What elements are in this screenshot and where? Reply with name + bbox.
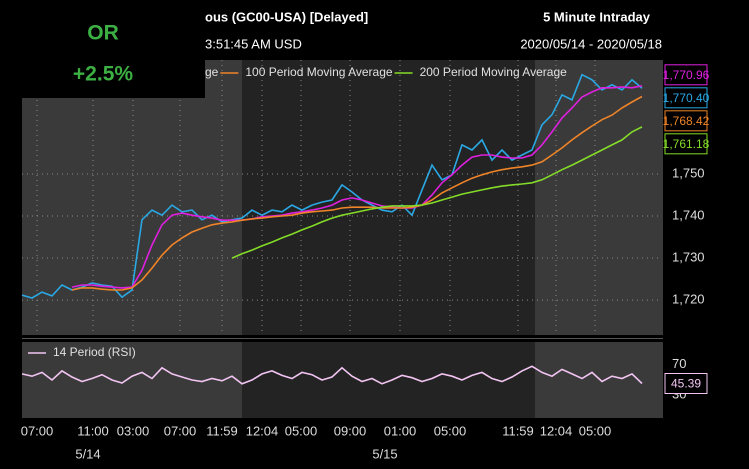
x-tick-label: 09:00 (334, 423, 367, 438)
date-label: 5/14 (75, 446, 100, 461)
overlay-box (0, 0, 205, 98)
series-line (71, 85, 643, 289)
x-tick-label: 07:00 (21, 423, 54, 438)
legend-label: 200 Period Moving Average (420, 65, 568, 79)
last-value-box (664, 373, 708, 395)
series-line (71, 95, 643, 291)
date-range: 2020/05/14 - 2020/05/18 (520, 36, 662, 51)
last-value-label: 1,770.40 (663, 91, 710, 105)
x-tick-label: 12:04 (540, 423, 573, 438)
x-tick-label: 12:04 (246, 423, 279, 438)
x-tick-label: 11:59 (206, 423, 238, 438)
series-line (21, 73, 643, 299)
chart-subtitle: 3:51:45 AM USD (205, 36, 302, 51)
last-value-label: 1,768.42 (663, 114, 710, 128)
last-value-box (664, 110, 708, 132)
overlay-value: +2.5% (73, 63, 133, 86)
legend-label: 14 Period (RSI) (53, 345, 136, 359)
date-label: 5/15 (372, 446, 397, 461)
series-line (21, 365, 643, 385)
last-value-label: 1,770.96 (663, 68, 710, 82)
y-tick-label: 70 (672, 356, 686, 371)
y-tick-label: 1,750 (672, 165, 705, 180)
x-tick-label: 01:00 (384, 423, 417, 438)
legend-label: ge (205, 65, 219, 79)
overlay-layer: 1,770.96 1,770.40 1,768.42 1,761.18 ge 100 Pe… (28, 64, 710, 395)
chart-title: ous (GC00-USA) [Delayed] (205, 9, 368, 24)
overlay-label: OR (87, 22, 119, 45)
series-line (231, 126, 643, 259)
plot-layer: 1,720 1,730 1,740 1,750 07:00 11:00 03:00 07:00… (21, 60, 705, 461)
last-value-box (664, 64, 708, 86)
last-value-label: 45.39 (671, 377, 701, 391)
y-tick-label: 1,730 (672, 249, 705, 264)
x-tick-label: 05:00 (579, 423, 612, 438)
x-tick-label: 07:00 (164, 423, 197, 438)
y-tick-label: 1,740 (672, 207, 705, 222)
last-value-label: 1,761.18 (663, 137, 710, 151)
panel-background (22, 60, 663, 418)
x-tick-label: 03:00 (117, 423, 150, 438)
x-tick-label: 11:59 (502, 423, 534, 438)
last-value-box (664, 87, 708, 109)
y-tick-label: 1,720 (672, 292, 705, 307)
x-tick-label: 05:00 (285, 423, 318, 438)
legend-label: 100 Period Moving Average (245, 65, 393, 79)
x-tick-label: 05:00 (434, 423, 467, 438)
interval-label: 5 Minute Intraday (543, 9, 651, 24)
last-value-box (664, 133, 708, 155)
x-tick-label: 11:00 (77, 423, 109, 438)
